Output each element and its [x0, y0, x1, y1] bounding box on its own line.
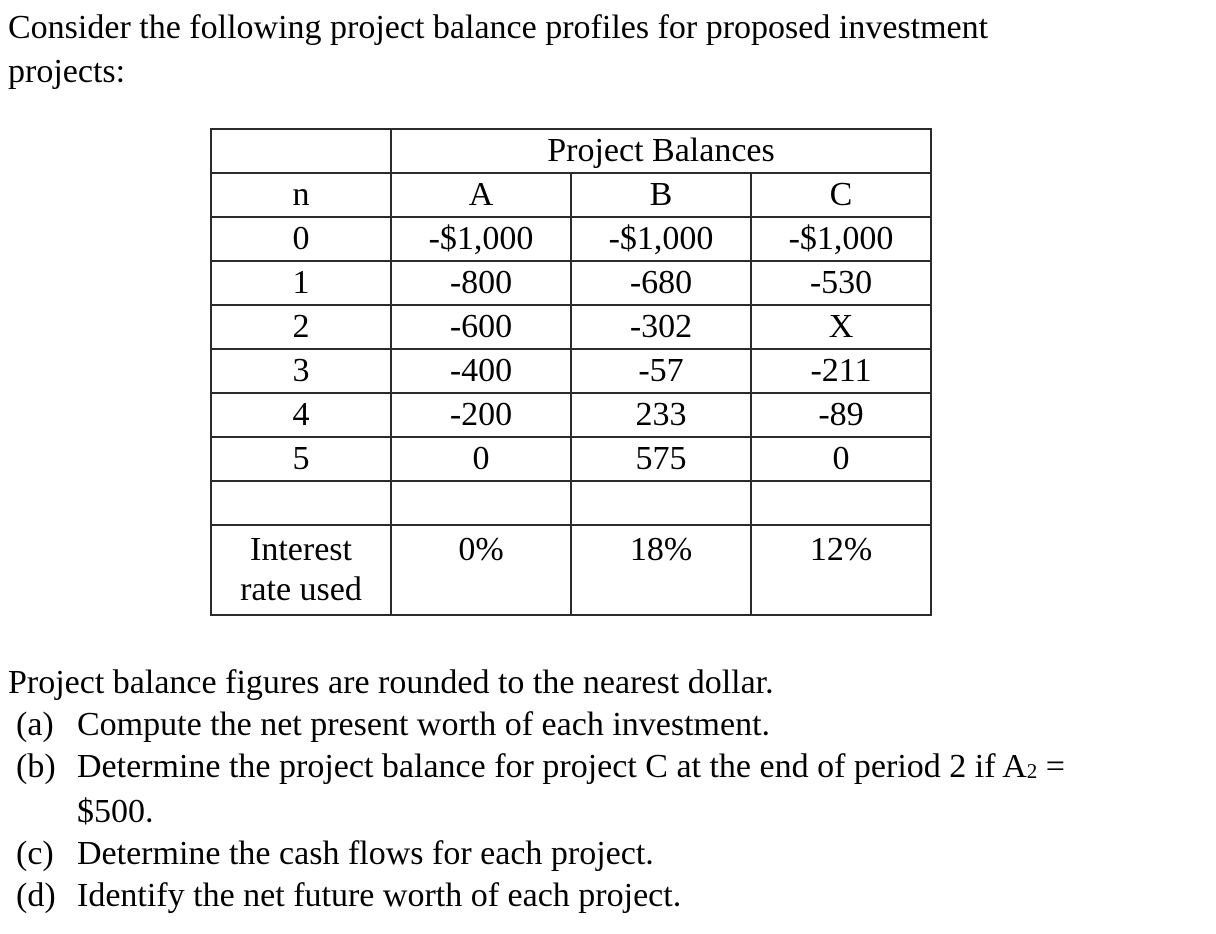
empty-cell [750, 480, 932, 526]
cell-n: 1 [210, 260, 392, 306]
question-b-marker: (b) [16, 748, 56, 785]
cell-n: 0 [210, 216, 392, 262]
column-header-row: n A B C [210, 172, 932, 218]
cell-b: -302 [570, 304, 752, 350]
table-row: 1 -800 -680 -530 [210, 260, 932, 306]
question-c-text: Determine the cash flows for each projec… [77, 835, 654, 872]
cell-b: 233 [570, 392, 752, 438]
question-c: (c) Determine the cash flows for each pr… [16, 833, 1216, 875]
question-a: (a) Compute the net present worth of eac… [16, 704, 1216, 746]
cell-n: 2 [210, 304, 392, 350]
cell-b: 575 [570, 436, 752, 482]
cell-a: -200 [390, 392, 572, 438]
interest-label-line-1: Interest [250, 531, 352, 568]
column-header-c: C [750, 172, 932, 218]
interest-rate-c: 12% [750, 524, 932, 616]
cell-b: -680 [570, 260, 752, 306]
intro-text: Consider the following project balance p… [8, 6, 1216, 94]
cell-c: -89 [750, 392, 932, 438]
question-list: (a) Compute the net present worth of eac… [16, 704, 1216, 917]
empty-cell [390, 480, 572, 526]
cell-c: 0 [750, 436, 932, 482]
cell-a: -400 [390, 348, 572, 394]
interest-rate-b: 18% [570, 524, 752, 616]
question-a-text: Compute the net present worth of each in… [77, 706, 771, 743]
question-d-marker: (d) [16, 877, 56, 914]
project-balances-table: Project Balances n A B C 0 -$1,000 -$1,0… [210, 128, 932, 616]
cell-a: -800 [390, 260, 572, 306]
interest-label-line-2: rate used [240, 571, 362, 608]
cell-c: X [750, 304, 932, 350]
interest-rate-row: Interest rate used 0% 18% 12% [210, 524, 932, 616]
cell-c: -211 [750, 348, 932, 394]
table-row: 5 0 575 0 [210, 436, 932, 482]
spanning-header-cell: Project Balances [390, 128, 932, 174]
intro-line-1: Consider the following project balance p… [8, 9, 989, 46]
table-row: 3 -400 -57 -211 [210, 348, 932, 394]
cell-c: -530 [750, 260, 932, 306]
empty-cell [570, 480, 752, 526]
cell-b: -57 [570, 348, 752, 394]
cell-n: 4 [210, 392, 392, 438]
question-d-text: Identify the net future worth of each pr… [77, 877, 682, 914]
intro-line-2: projects: [8, 53, 126, 90]
cell-a: 0 [390, 436, 572, 482]
table-row: 2 -600 -302 X [210, 304, 932, 350]
cell-a: -600 [390, 304, 572, 350]
column-header-b: B [570, 172, 752, 218]
cell-n: 3 [210, 348, 392, 394]
table-row: 4 -200 233 -89 [210, 392, 932, 438]
question-b-text-pre: Determine the project balance for projec… [77, 748, 1027, 785]
document: Consider the following project balance p… [0, 6, 1216, 917]
question-d: (d) Identify the net future worth of eac… [16, 875, 1216, 917]
question-c-marker: (c) [16, 835, 54, 872]
cell-c: -$1,000 [750, 216, 932, 262]
spanning-header-row: Project Balances [210, 128, 932, 174]
question-b-text: Determine the project balance for projec… [77, 746, 1216, 833]
question-b: (b) Determine the project balance for pr… [16, 746, 1216, 833]
column-header-a: A [390, 172, 572, 218]
column-header-n: n [210, 172, 392, 218]
table-row: 0 -$1,000 -$1,000 -$1,000 [210, 216, 932, 262]
note-text: Project balance figures are rounded to t… [8, 664, 774, 701]
interest-rate-label: Interest rate used [210, 524, 392, 616]
subscript-2: 2 [1026, 759, 1038, 784]
empty-row [210, 480, 932, 526]
corner-empty-cell [210, 128, 392, 174]
cell-n: 5 [210, 436, 392, 482]
cell-a: -$1,000 [390, 216, 572, 262]
cell-b: -$1,000 [570, 216, 752, 262]
question-b-text-post: = [1037, 748, 1065, 785]
question-b-text-line2: $500. [77, 793, 154, 830]
question-a-marker: (a) [16, 706, 54, 743]
empty-cell [210, 480, 392, 526]
interest-rate-a: 0% [390, 524, 572, 616]
